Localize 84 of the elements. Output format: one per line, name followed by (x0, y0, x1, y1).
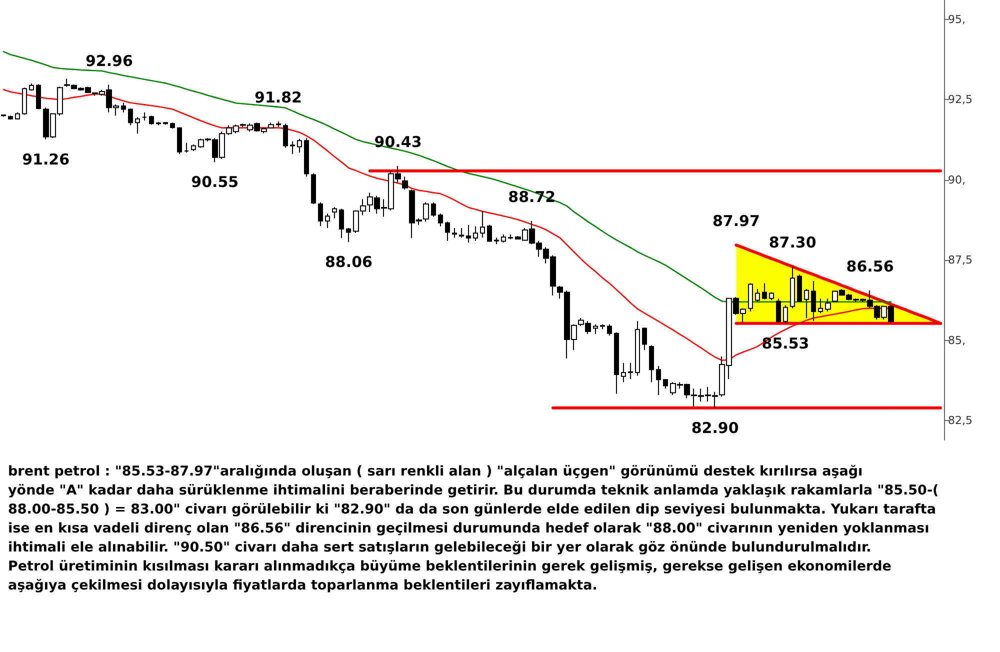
candlestick (402, 176, 408, 190)
candlestick (635, 320, 640, 376)
candlestick (473, 226, 478, 242)
annotation: 82.90 (691, 418, 739, 437)
candlestick (325, 213, 330, 229)
candlestick (452, 228, 457, 238)
candlestick (149, 115, 154, 126)
candlestick (156, 122, 161, 126)
candlestick (431, 202, 436, 218)
candlestick (276, 120, 281, 128)
candlestick (135, 116, 140, 134)
candlestick (818, 298, 823, 314)
candlestick (346, 228, 351, 243)
candlestick (825, 298, 831, 312)
annotation: 92.96 (85, 52, 133, 70)
y-tick-label: 85, (948, 334, 966, 347)
y-tick-label: 87,5 (948, 254, 972, 267)
candlestick (268, 122, 274, 129)
candlestick (480, 210, 485, 238)
candlestick (783, 304, 788, 324)
annotation: 85.53 (762, 334, 810, 352)
candlestick (142, 112, 147, 121)
candlestick (163, 122, 168, 126)
candlestick (487, 224, 492, 242)
candlestick (466, 224, 471, 243)
candlestick (332, 206, 337, 219)
candlestick (642, 327, 647, 351)
candlestick (318, 202, 323, 227)
candlestick (29, 83, 34, 92)
annotation: 87.30 (768, 234, 816, 252)
candlestick (790, 266, 795, 309)
candlestick (600, 324, 605, 330)
candlestick (184, 142, 189, 154)
candlestick (170, 122, 175, 129)
candlestick (762, 282, 767, 300)
candlestick (445, 221, 450, 242)
candlestick (663, 378, 668, 390)
y-tick-label: 92,5 (948, 93, 972, 106)
candlestick (283, 123, 288, 148)
candlestick (748, 282, 753, 312)
candlestick (776, 298, 781, 324)
candlestick (508, 234, 513, 240)
annotation: 90.43 (374, 133, 422, 152)
candlestick (621, 362, 626, 383)
candlestick (297, 138, 302, 154)
candlestick (191, 144, 196, 152)
candlestick (804, 288, 809, 318)
text: brent petrol : "85.53-87.97"aralığında oluşan ( sarı renkli alan ) "alçalan üçgen" görünümü destek kırılırsa aşağı yönde "A" kadar daha sürüklenme ihtimalini beraberinde getirir. Bu durumda teknik anlamda yaklaşık rakamlarla "85.50-( 88.00-85.50 ) = 83.00" civarı görülebilir ki "82.90" da da son günlerde elde edilen dip seviyesi bulunmakta. Yukarı tarafta ise en kısa vadeli direnç olan "86.56" direncinin geçilmesi durumunda hedef olarak "88.00" civarının yeniden yoklanması ihtimali ele alınabilir. "90.50" civarı daha sert satışların gelebileceği bir yer olarak göz önünde bulundurulmalıdır. Petrol üretiminin kısılması kararı alınmadıkça büyüme beklentilerinin gerek gelişmiş, gerekse gelişen ekonomilerde aşağıya çekilmesi dolayısıyla fiyatlarda toparlanma beklentileri zayıflamakta. (8, 464, 944, 594)
candlestick (290, 140, 295, 155)
candlestick (811, 280, 816, 322)
candlestick (121, 102, 126, 113)
candlestick (628, 362, 633, 380)
candlestick (649, 344, 654, 383)
candlestick (8, 115, 13, 120)
candlestick (459, 228, 464, 238)
candlestick (311, 172, 316, 204)
candlestick (494, 237, 499, 245)
annotation: 90.55 (191, 173, 239, 192)
candlestick (22, 87, 27, 116)
candlestick (607, 324, 612, 336)
annotation: 87.97 (712, 212, 760, 230)
candlestick (755, 288, 760, 302)
candlestick (15, 112, 20, 120)
candlestick (128, 108, 133, 126)
candlestick (423, 202, 429, 222)
candlestick (304, 138, 309, 178)
annotation: 86.56 (846, 257, 894, 276)
candlestick (614, 332, 619, 394)
y-tick-label: 95, (948, 12, 966, 26)
annotation: 91.26 (22, 150, 70, 168)
line-series (2, 51, 892, 303)
candlestick (593, 324, 598, 335)
candlestick (769, 292, 774, 301)
y-tick-label: 82,5 (948, 414, 972, 428)
annotation: 91.82 (254, 88, 302, 106)
annotation: 88.06 (324, 253, 372, 272)
candlestick (501, 234, 506, 243)
candlestick (339, 208, 344, 238)
candlestick (36, 84, 41, 110)
candlestick (797, 274, 802, 302)
candlestick (656, 366, 661, 396)
y-tick-label: 90, (948, 173, 966, 186)
candlestick (438, 213, 443, 227)
candlestick (177, 126, 182, 155)
